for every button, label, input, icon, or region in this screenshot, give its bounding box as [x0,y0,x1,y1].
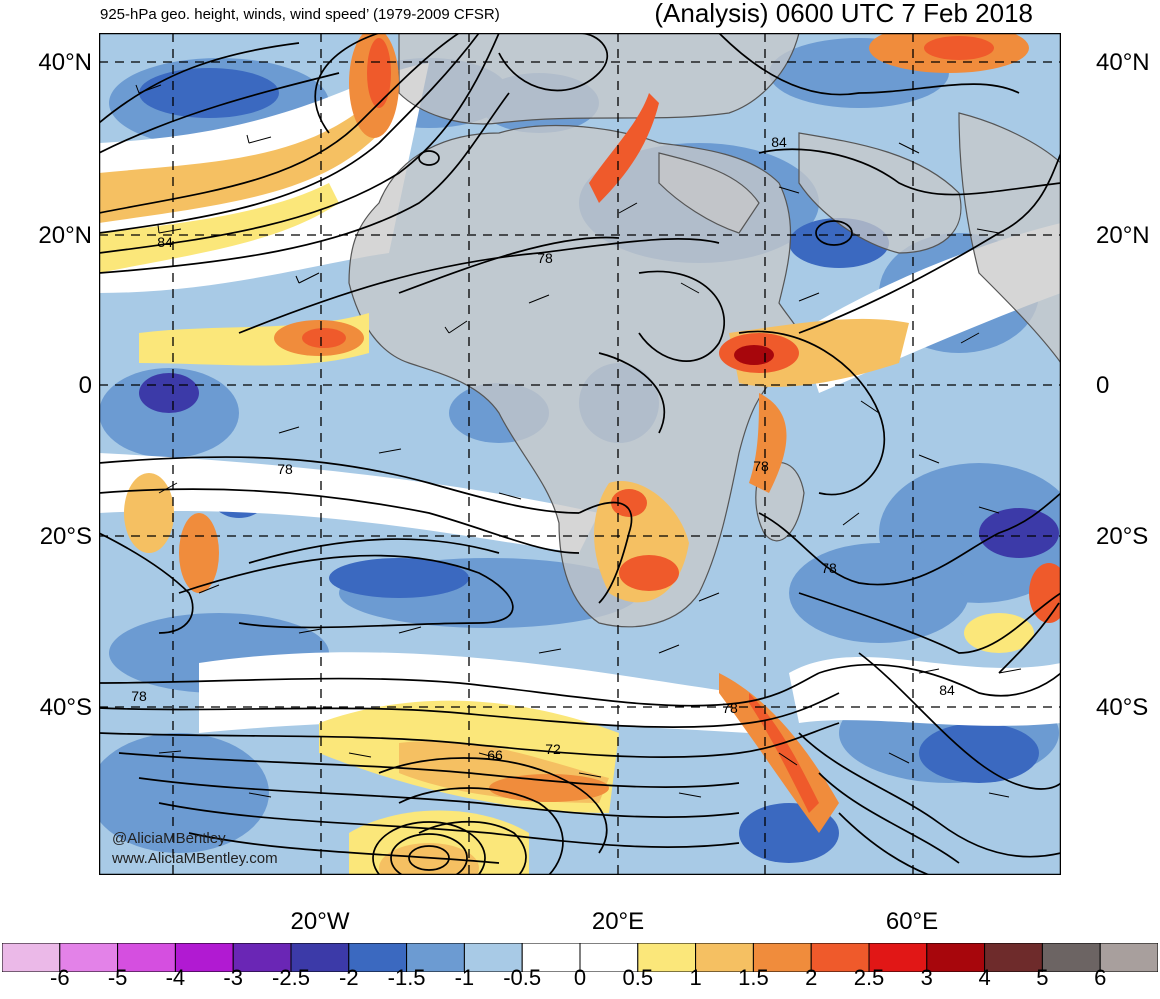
colorbar-swatch [174,943,234,972]
colorbar-swatch [2,943,61,972]
contour-label: 78 [722,700,738,716]
lat-label-eq-right: 0 [1096,372,1110,399]
lon-label-60e: 60°E [885,908,939,935]
colorbar-tick-label: 3 [920,965,933,990]
contour-label: 66 [487,747,503,763]
colorbar-tick-label: 5 [1036,965,1049,990]
map-title: (Analysis) 0600 UTC 7 Feb 2018 [654,0,1033,28]
colorbar-swatch [926,943,986,972]
contour-labels: 84 78 84 78 78 78 78 84 78 66 72 [131,134,955,763]
lat-lon-grid [99,33,1061,875]
weather-map: 84 78 84 78 78 78 78 84 78 66 72 [99,33,1061,875]
colorbar-tick-label: 1 [689,965,702,990]
colorbar-tick-label: -1.5 [387,965,426,990]
colorbar-tick-label: -5 [107,965,128,990]
lat-label-40s-right: 40°S [1096,694,1149,721]
colorbar-tick-label: -0.5 [503,965,542,990]
lat-label-20n-right: 20°N [1096,222,1150,249]
contour-label: 78 [821,560,837,576]
colorbar-tick-label: -2 [339,965,359,990]
colorbar-tick-label: 4 [978,965,991,990]
colorbar-swatch [810,943,870,972]
map-frame [99,33,1061,875]
contour-label: 78 [753,458,769,474]
contour-label: 78 [537,250,553,266]
lat-label-40n-left: 40°N [38,49,92,76]
colorbar-tick-label: 0.5 [622,965,654,990]
colorbar-tick-label: 2 [805,965,818,990]
colorbar-tick-label: 6 [1094,965,1107,990]
colorbar-swatch [752,943,812,972]
contour-label: 84 [771,134,787,150]
contour-label: 78 [131,688,147,704]
height-contours [99,33,1061,875]
colorbar-swatch [117,943,176,972]
credit-twitter: @AliciaMBentley [112,830,226,847]
contour-label: 72 [545,741,561,757]
colorbar-swatch [1099,943,1158,972]
colorbar-tick-label: 2.5 [853,965,885,990]
colorbar-swatch [232,943,292,972]
colorbar-tick-label: -6 [50,965,70,990]
colorbar-tick-label: 0 [573,965,587,990]
lon-label-20w: 20°W [290,908,350,935]
colorbar-swatch [463,943,523,972]
colorbar-tick-label: -2.5 [272,965,310,990]
lon-label-20e: 20°E [591,908,645,935]
colorbar-tick-label: 1.5 [738,965,769,990]
colorbar-swatch [579,943,639,972]
colorbar-swatch [637,943,697,972]
wind-barbs [135,84,1022,798]
lat-label-20s-right: 20°S [1096,523,1149,550]
colorbar-swatch [521,943,581,972]
contour-label: 84 [939,682,955,698]
lat-label-40s-left: 40°S [39,694,92,721]
credit-website: www.AliciaMBentley.com [112,850,278,867]
colorbar-tick-label: -1 [454,965,475,990]
lat-label-20n-left: 20°N [38,222,92,249]
land-masses [348,33,1061,628]
colorbar-tick-label: -4 [165,965,186,990]
contour-label: 84 [157,234,173,250]
contour-label: 78 [277,461,293,477]
colorbar-swatch [1041,943,1101,972]
colorbar-swatch [406,943,465,972]
lat-label-40n-right: 40°N [1096,49,1150,76]
colorbar-tick-label: -3 [223,965,243,990]
lat-label-20s-left: 20°S [39,523,92,550]
colorbar-swatch [984,943,1043,972]
lat-label-eq-left: 0 [78,372,92,399]
map-subtitle: 925-hPa geo. height, winds, wind speed’ … [100,6,500,23]
color-legend [2,943,1158,972]
